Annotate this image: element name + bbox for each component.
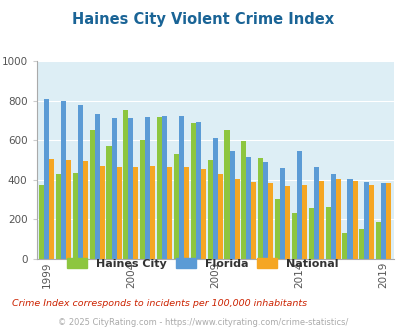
Bar: [39, 185, 44, 259]
Text: Haines City Violent Crime Index: Haines City Violent Crime Index: [72, 12, 333, 26]
Bar: [90, 130, 94, 259]
Bar: [347, 179, 352, 259]
Bar: [83, 161, 88, 259]
Bar: [224, 130, 229, 259]
Bar: [325, 207, 330, 259]
Bar: [268, 183, 273, 259]
Bar: [150, 166, 155, 259]
Bar: [258, 158, 262, 259]
Bar: [234, 179, 239, 259]
Bar: [145, 117, 150, 259]
Text: © 2025 CityRating.com - https://www.cityrating.com/crime-statistics/: © 2025 CityRating.com - https://www.city…: [58, 318, 347, 327]
Bar: [179, 116, 183, 259]
Bar: [246, 157, 251, 259]
Bar: [284, 186, 290, 259]
Bar: [123, 110, 128, 259]
Bar: [241, 141, 246, 259]
Bar: [274, 199, 279, 259]
Bar: [190, 123, 195, 259]
Bar: [296, 151, 301, 259]
Bar: [262, 162, 268, 259]
Bar: [369, 185, 373, 259]
Bar: [44, 99, 49, 259]
Bar: [56, 174, 61, 259]
Bar: [380, 183, 385, 259]
Bar: [229, 151, 234, 259]
Bar: [318, 181, 323, 259]
Bar: [341, 233, 347, 259]
Bar: [291, 213, 296, 259]
Bar: [72, 173, 78, 259]
Bar: [49, 159, 54, 259]
Bar: [78, 105, 83, 259]
Bar: [167, 167, 172, 259]
Bar: [363, 182, 369, 259]
Bar: [217, 174, 222, 259]
Bar: [330, 174, 335, 259]
Bar: [116, 167, 121, 259]
Bar: [385, 183, 390, 259]
Bar: [106, 146, 111, 259]
Bar: [279, 168, 284, 259]
Bar: [128, 118, 133, 259]
Bar: [133, 167, 138, 259]
Bar: [183, 167, 189, 259]
Bar: [195, 122, 200, 259]
Bar: [358, 229, 363, 259]
Bar: [100, 166, 104, 259]
Bar: [140, 140, 145, 259]
Bar: [66, 160, 71, 259]
Bar: [313, 167, 318, 259]
Text: Crime Index corresponds to incidents per 100,000 inhabitants: Crime Index corresponds to incidents per…: [12, 299, 307, 308]
Legend: Haines City, Florida, National: Haines City, Florida, National: [63, 254, 342, 273]
Bar: [111, 118, 116, 259]
Bar: [94, 114, 100, 259]
Bar: [251, 182, 256, 259]
Bar: [352, 181, 357, 259]
Bar: [212, 138, 217, 259]
Bar: [207, 160, 212, 259]
Bar: [157, 117, 162, 259]
Bar: [335, 179, 340, 259]
Bar: [162, 116, 167, 259]
Bar: [308, 208, 313, 259]
Bar: [173, 154, 179, 259]
Bar: [61, 101, 66, 259]
Bar: [301, 185, 306, 259]
Bar: [375, 222, 380, 259]
Bar: [200, 169, 205, 259]
